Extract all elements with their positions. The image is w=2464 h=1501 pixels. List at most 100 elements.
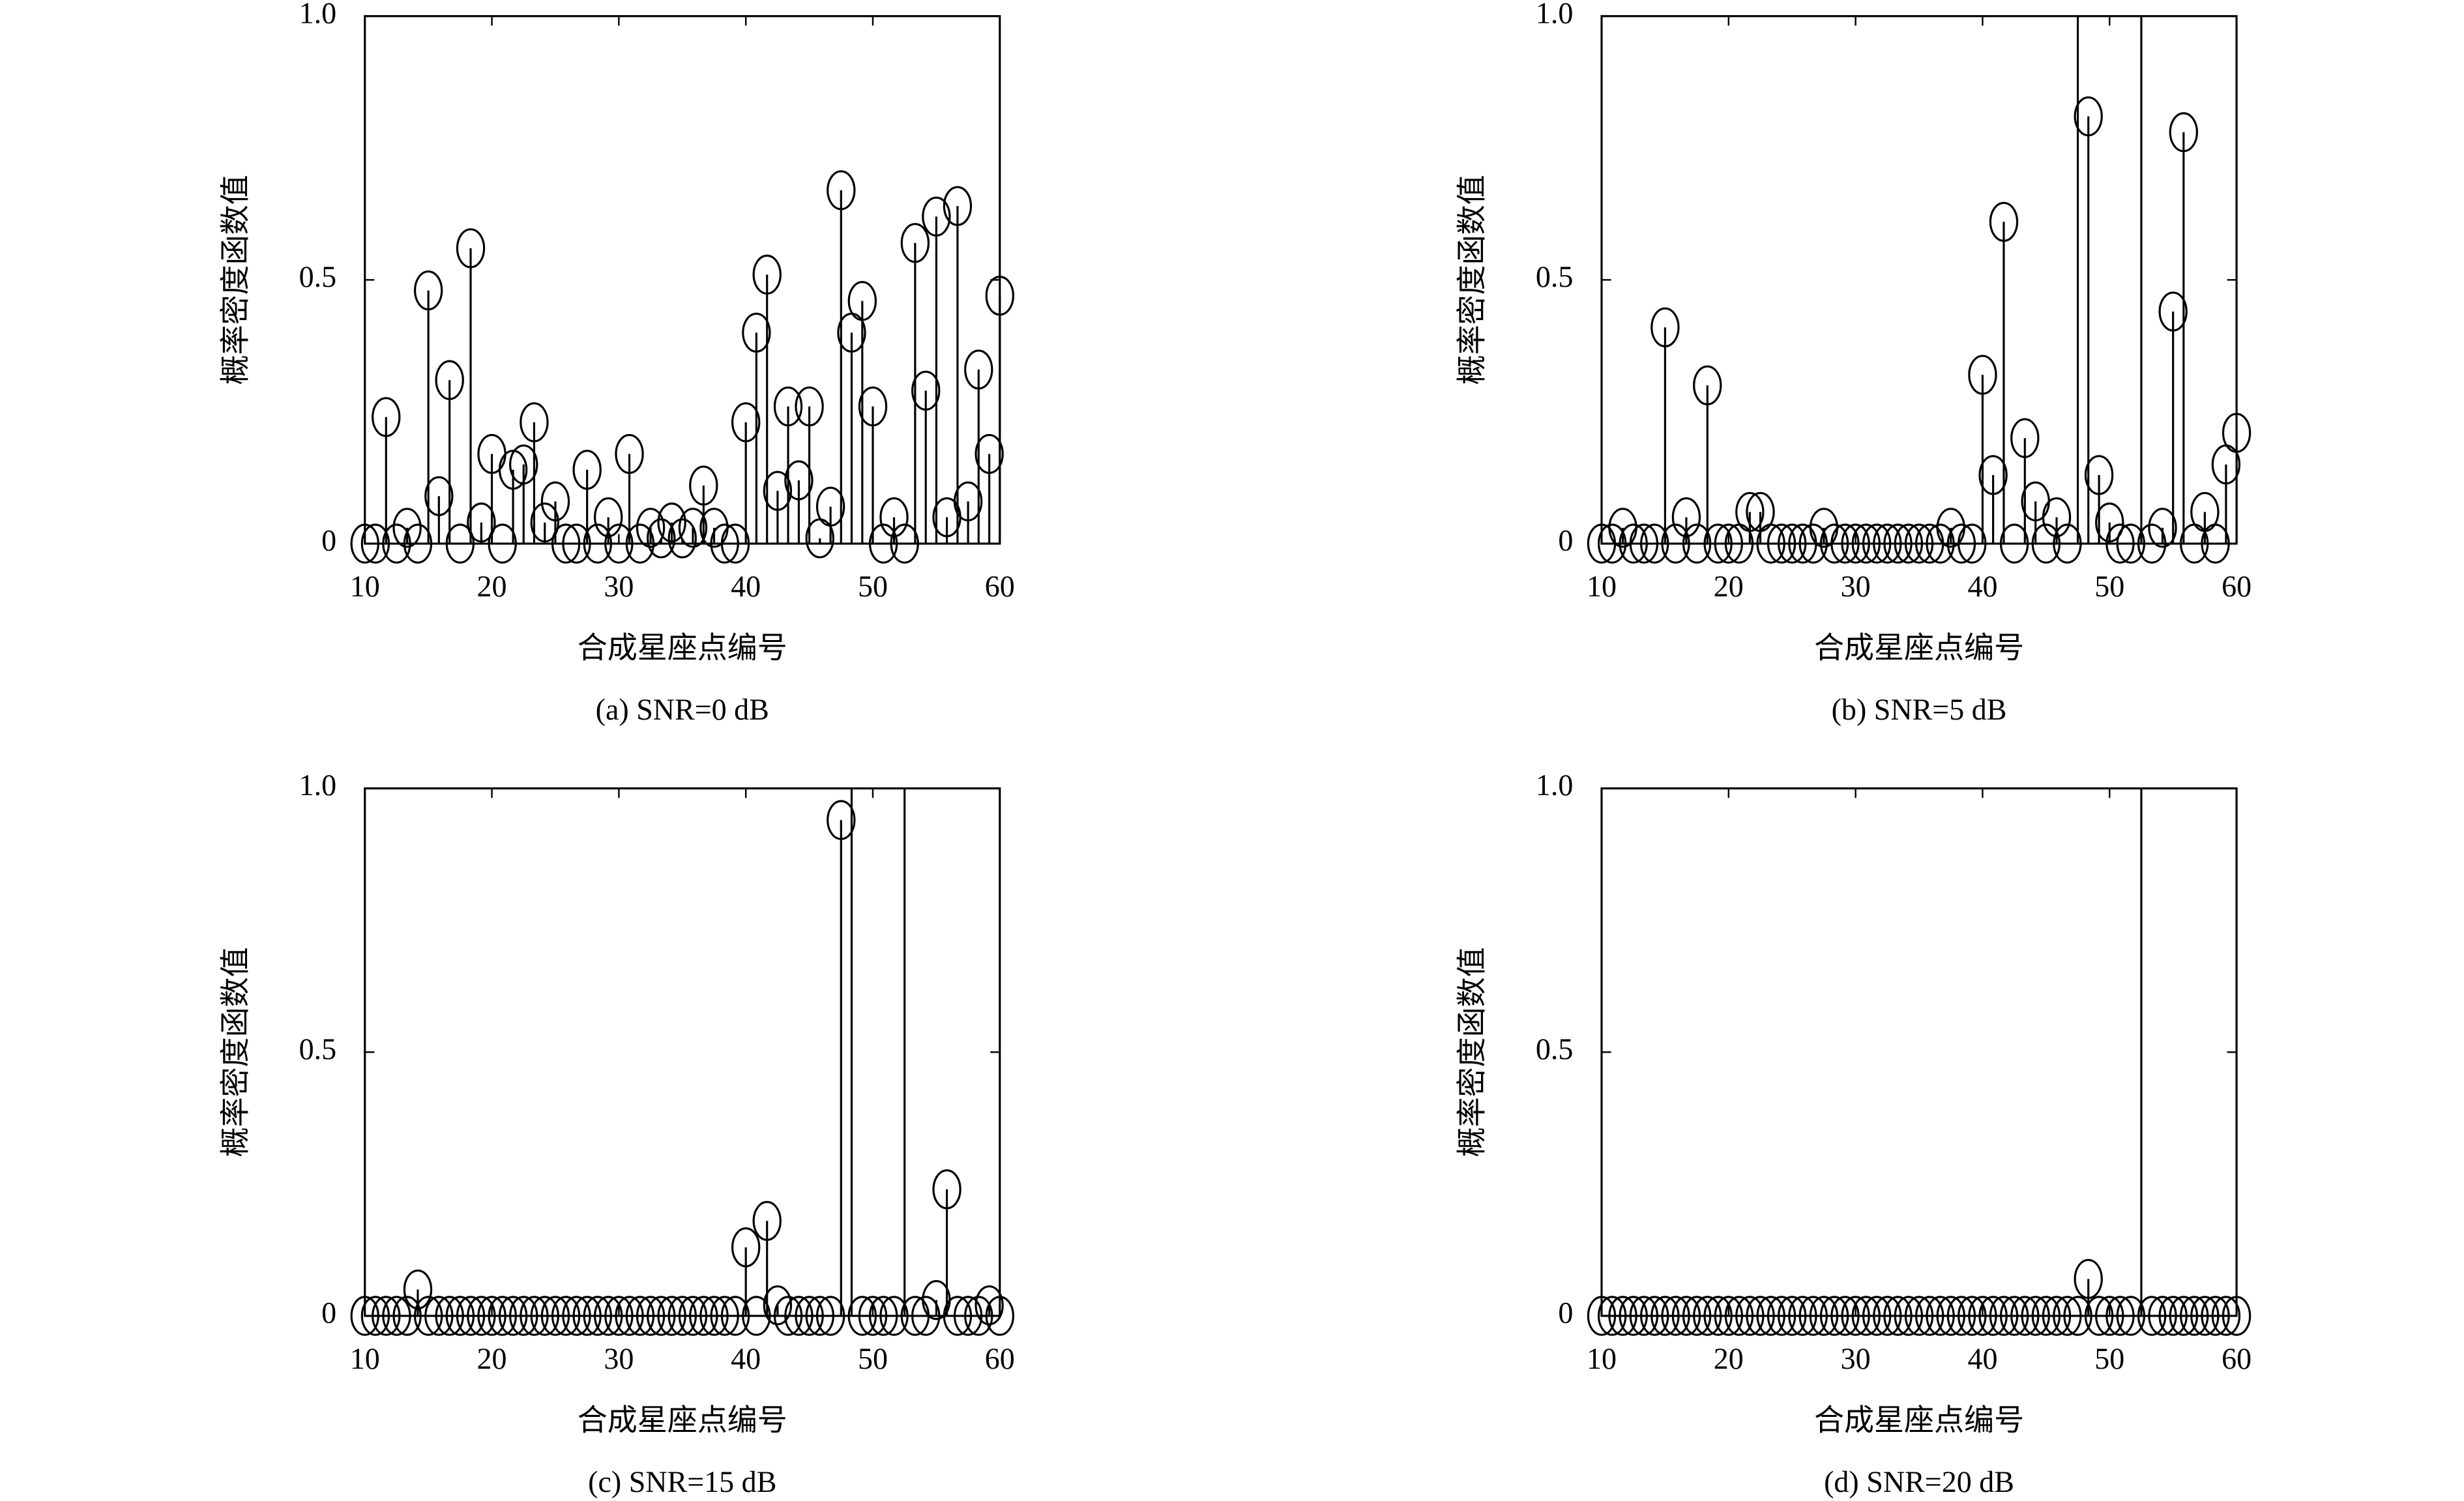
stem-marker [858, 386, 888, 427]
stem-marker [1968, 355, 1997, 395]
stem-marker [1650, 1296, 1680, 1336]
stems [1587, 788, 2251, 1336]
stem-marker [773, 386, 803, 427]
y-axis-label: 概率密度函数值 [1456, 175, 1489, 385]
stem-marker [763, 471, 793, 511]
stem-marker [2201, 1296, 2230, 1336]
stem-marker [1999, 1296, 2029, 1336]
stem-marker [445, 1296, 475, 1336]
stem-marker [964, 349, 993, 390]
x-axis-label: 合成星座点编号 [578, 1403, 787, 1436]
stem-marker [1693, 1296, 1722, 1336]
stem-marker [2158, 1296, 2188, 1336]
stem-marker [520, 1296, 549, 1336]
stem-marker [530, 503, 559, 543]
stem-marker [731, 1227, 761, 1268]
stem-marker [742, 1296, 771, 1336]
stem-marker [1661, 523, 1690, 564]
stem-marker [1608, 1296, 1637, 1336]
stem-marker [1978, 455, 2008, 495]
stem-marker [2084, 455, 2114, 495]
stem-marker [572, 450, 602, 490]
stem-marker [2042, 497, 2072, 538]
stem-marker [858, 1296, 888, 1336]
stem-marker [1756, 1296, 1785, 1336]
stem-marker [911, 370, 941, 411]
stem-marker [1703, 523, 1733, 564]
stem-marker [2190, 1296, 2220, 1336]
y-axis-label: 概率密度函数值 [218, 947, 252, 1157]
x-tick-label: 10 [350, 570, 380, 603]
stem-marker [932, 1169, 961, 1210]
stem-marker [2116, 523, 2145, 564]
stem-marker [667, 518, 697, 559]
stem-marker [815, 486, 845, 527]
stem-marker [647, 518, 676, 559]
stem-marker [1587, 1296, 1617, 1336]
stem-marker [731, 402, 761, 443]
stem-marker [975, 433, 1004, 474]
stem-marker [1958, 523, 1987, 564]
stem-marker [1640, 523, 1669, 564]
stem-marker [540, 481, 570, 521]
y-tick-label: 0.5 [1536, 1032, 1574, 1066]
stem-marker [815, 1296, 845, 1336]
stem-marker [2211, 1296, 2241, 1336]
stem-marker [2116, 1296, 2145, 1336]
x-tick-label: 20 [1714, 1342, 1744, 1375]
y-tick-label: 0.5 [299, 1032, 337, 1066]
stem-marker [2105, 1296, 2135, 1336]
stem-marker [964, 1296, 993, 1336]
stem-marker [795, 1296, 824, 1336]
stem-marker [2180, 1296, 2209, 1336]
stem-marker [1619, 1296, 1648, 1336]
stems [1587, 16, 2251, 564]
stem-marker [372, 397, 401, 437]
stem-marker [625, 523, 655, 564]
stem-marker [1946, 1296, 1976, 1336]
stem-marker [2201, 523, 2230, 564]
stem-marker [1778, 1296, 1807, 1336]
stem-marker [1661, 1296, 1690, 1336]
stem-marker [879, 497, 909, 538]
stem-marker [2169, 1296, 2199, 1336]
y-tick-label: 0.5 [1536, 260, 1574, 293]
stem-marker [413, 270, 443, 311]
stem-marker [2148, 508, 2177, 548]
stem-marker [1640, 1296, 1669, 1336]
stem-marker [1926, 523, 1955, 564]
stem-marker [2095, 503, 2124, 543]
stem-marker [456, 228, 486, 269]
stem-marker [805, 1296, 834, 1336]
stem-marker [1671, 497, 1701, 538]
stem-marker [1894, 1296, 1924, 1336]
stem-marker [477, 1296, 506, 1336]
stem-marker [1619, 523, 1648, 564]
y-axis-label: 概率密度函数值 [1456, 947, 1489, 1157]
stem-marker [890, 523, 919, 564]
stem-marker [953, 1296, 983, 1336]
stem-marker [594, 497, 623, 538]
stem-marker [392, 508, 422, 548]
stem-marker [827, 800, 856, 840]
x-axis-label: 合成星座点编号 [1814, 631, 2024, 664]
stem-marker [1767, 1296, 1797, 1336]
stem-marker [689, 465, 718, 506]
caption: (b) SNR=5 dB [1832, 693, 2007, 726]
stem-marker [604, 523, 634, 564]
stem-marker [625, 1296, 655, 1336]
stem-marker [509, 444, 538, 485]
stem-marker [435, 1296, 464, 1336]
stem-marker [594, 1296, 623, 1336]
stem-marker [657, 1296, 686, 1336]
stem-marker [1904, 523, 1934, 564]
stem-marker [1830, 523, 1860, 564]
stem-marker [1851, 1296, 1881, 1336]
y-tick-label: 1.0 [299, 0, 337, 29]
stem-marker [2148, 1296, 2177, 1336]
stem-marker [1629, 1296, 1659, 1336]
stem-marker [985, 276, 1014, 316]
stem-marker [360, 523, 390, 564]
stem-marker [2053, 1296, 2082, 1336]
